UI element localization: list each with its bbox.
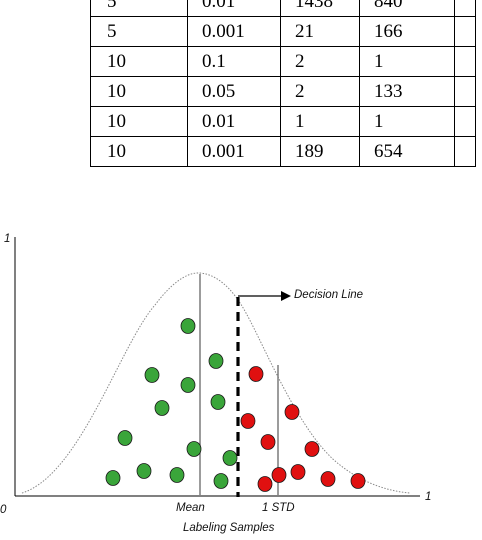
green-sample-dot bbox=[180, 318, 196, 334]
table-cell: 1 bbox=[359, 46, 455, 77]
table-cell: 2 bbox=[280, 46, 360, 77]
table-cell: 10 bbox=[90, 76, 188, 107]
x-axis-title: Labeling Samples bbox=[183, 522, 275, 534]
table-cell: 0.001 bbox=[187, 16, 281, 47]
table-row: 10 0.05 2 133 bbox=[90, 76, 476, 107]
results-table-container: 5 0.01 1438 840 5 0.001 21 166 10 0.1 2 1 10 0.05 2 133… bbox=[90, 0, 482, 167]
green-sample-dot bbox=[117, 430, 133, 446]
green-sample-dot bbox=[180, 377, 196, 393]
green-sample-dot bbox=[154, 400, 170, 416]
x-axis-end-label: 1 bbox=[425, 491, 432, 503]
table-cell-empty bbox=[454, 106, 476, 137]
table-cell-empty bbox=[454, 0, 476, 17]
table-cell: 0.001 bbox=[187, 136, 281, 167]
table-cell: 1 bbox=[280, 106, 360, 137]
table-cell-empty bbox=[454, 76, 476, 107]
table-cell: 840 bbox=[359, 0, 455, 17]
red-sample-dot bbox=[248, 366, 264, 382]
table-cell: 2 bbox=[280, 76, 360, 107]
red-sample-dot bbox=[240, 413, 256, 429]
red-sample-dot bbox=[320, 471, 336, 487]
red-sample-dot bbox=[284, 404, 300, 420]
table-cell-empty bbox=[454, 16, 476, 47]
table-row: 5 0.001 21 166 bbox=[90, 16, 476, 47]
green-sample-dot bbox=[186, 441, 202, 457]
results-table-body: 5 0.01 1438 840 5 0.001 21 166 10 0.1 2 1 10 0.05 2 133… bbox=[90, 0, 476, 167]
green-sample-dot bbox=[210, 394, 226, 410]
y-axis-top-label: 1 bbox=[4, 233, 11, 245]
table-cell: 10 bbox=[90, 46, 188, 77]
table-cell: 0.05 bbox=[187, 76, 281, 107]
table-cell: 10 bbox=[90, 106, 188, 137]
table-cell: 133 bbox=[359, 76, 455, 107]
green-sample-dot bbox=[222, 450, 238, 466]
decision-figure: 1 0 1 Mean 1 STD Labeling Samples Decisi… bbox=[0, 225, 482, 540]
mean-label: Mean bbox=[176, 502, 205, 514]
table-cell: 5 bbox=[90, 16, 188, 47]
green-sample-dot bbox=[213, 473, 229, 489]
table-row: 5 0.01 1438 840 bbox=[90, 0, 476, 17]
green-sample-dot bbox=[105, 470, 121, 486]
red-sample-dot bbox=[304, 441, 320, 457]
red-sample-dot bbox=[271, 467, 287, 483]
table-cell: 21 bbox=[280, 16, 360, 47]
table-row: 10 0.1 2 1 bbox=[90, 46, 476, 77]
table-cell: 654 bbox=[359, 136, 455, 167]
green-sample-dot bbox=[208, 353, 224, 369]
table-row: 10 0.01 1 1 bbox=[90, 106, 476, 137]
red-sample-dot bbox=[350, 473, 366, 489]
table-cell: 5 bbox=[90, 0, 188, 17]
table-row: 10 0.001 189 654 bbox=[90, 136, 476, 167]
std-label: 1 STD bbox=[262, 502, 295, 514]
bell-curve bbox=[21, 272, 411, 494]
origin-label: 0 bbox=[0, 504, 7, 516]
table-cell: 10 bbox=[90, 136, 188, 167]
table-cell: 166 bbox=[359, 16, 455, 47]
green-sample-dot bbox=[136, 463, 152, 479]
decision-line-label: Decision Line bbox=[294, 289, 364, 301]
table-cell-empty bbox=[454, 136, 476, 167]
green-sample-dot bbox=[169, 467, 185, 483]
table-cell-empty bbox=[454, 46, 476, 77]
table-cell: 0.01 bbox=[187, 0, 281, 17]
decision-figure-svg bbox=[14, 237, 420, 497]
table-cell: 0.01 bbox=[187, 106, 281, 137]
table-cell: 1438 bbox=[280, 0, 360, 17]
green-sample-dot bbox=[144, 367, 160, 383]
red-sample-dot bbox=[290, 464, 306, 480]
results-table: 5 0.01 1438 840 5 0.001 21 166 10 0.1 2 1 10 0.05 2 133… bbox=[90, 0, 476, 167]
sample-dots bbox=[105, 318, 366, 492]
table-cell: 0.1 bbox=[187, 46, 281, 77]
red-sample-dot bbox=[260, 434, 276, 450]
red-sample-dot bbox=[257, 476, 273, 492]
table-cell: 189 bbox=[280, 136, 360, 167]
decision-arrow-head bbox=[281, 291, 291, 301]
table-cell: 1 bbox=[359, 106, 455, 137]
